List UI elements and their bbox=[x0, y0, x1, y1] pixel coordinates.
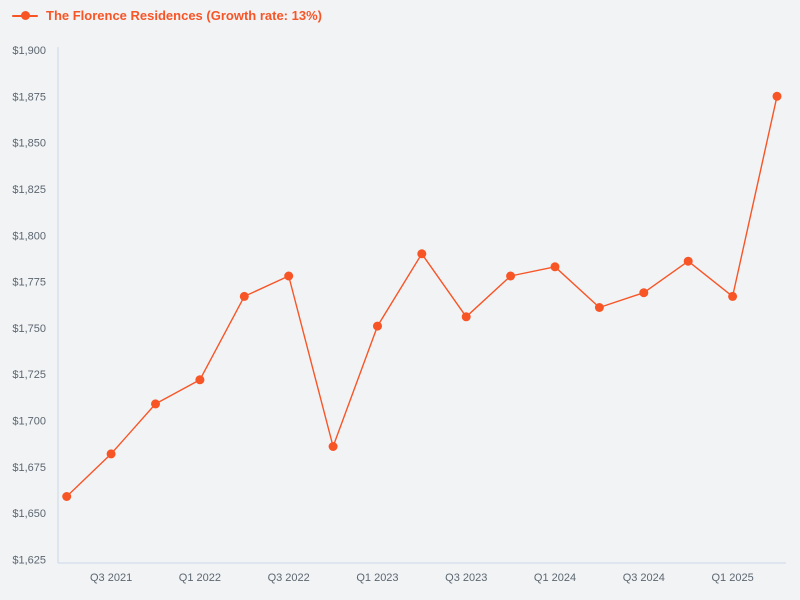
data-point[interactable] bbox=[195, 375, 205, 385]
y-tick-label: $1,800 bbox=[12, 230, 46, 242]
y-tick-label: $1,875 bbox=[12, 91, 46, 103]
y-tick-label: $1,900 bbox=[12, 45, 46, 57]
data-point[interactable] bbox=[328, 442, 338, 451]
legend-label: The Florence Residences (Growth rate: 13… bbox=[46, 8, 322, 23]
data-point[interactable] bbox=[373, 321, 382, 331]
y-tick-label: $1,625 bbox=[12, 555, 46, 567]
x-tick-label: Q1 2025 bbox=[712, 572, 754, 584]
x-tick-label: Q1 2022 bbox=[179, 572, 221, 584]
series-dot-icon bbox=[20, 11, 30, 20]
series-line bbox=[66, 96, 778, 498]
data-point[interactable] bbox=[239, 291, 249, 301]
data-point[interactable] bbox=[550, 262, 560, 272]
data-point[interactable] bbox=[506, 271, 516, 281]
data-point[interactable] bbox=[683, 256, 693, 266]
data-point[interactable] bbox=[284, 271, 294, 281]
y-tick-label: $1,650 bbox=[12, 508, 46, 520]
x-tick-label: Q1 2024 bbox=[534, 572, 576, 584]
x-tick-label: Q3 2021 bbox=[90, 572, 132, 584]
series-marker-icon bbox=[12, 11, 38, 20]
x-tick-label: Q1 2023 bbox=[356, 572, 398, 584]
data-point[interactable] bbox=[461, 312, 471, 322]
y-tick-label: $1,825 bbox=[12, 184, 46, 196]
x-tick-label: Q3 2022 bbox=[268, 572, 310, 584]
data-point[interactable] bbox=[639, 288, 649, 298]
y-tick-label: $1,775 bbox=[12, 277, 46, 289]
data-point[interactable] bbox=[62, 492, 72, 501]
x-tick-label: Q3 2024 bbox=[623, 572, 665, 584]
y-tick-label: $1,750 bbox=[12, 323, 46, 335]
y-tick-label: $1,675 bbox=[12, 462, 46, 474]
x-tick-label: Q3 2023 bbox=[445, 572, 487, 584]
data-point[interactable] bbox=[772, 91, 782, 101]
data-point[interactable] bbox=[106, 449, 116, 459]
data-point[interactable] bbox=[728, 291, 738, 301]
data-point[interactable] bbox=[594, 303, 604, 312]
data-point[interactable] bbox=[151, 399, 160, 409]
y-tick-label: $1,700 bbox=[12, 416, 46, 428]
y-tick-label: $1,850 bbox=[12, 138, 46, 150]
y-tick-label: $1,725 bbox=[12, 369, 46, 381]
data-point[interactable] bbox=[417, 249, 427, 259]
legend-item[interactable]: The Florence Residences (Growth rate: 13… bbox=[12, 9, 322, 22]
